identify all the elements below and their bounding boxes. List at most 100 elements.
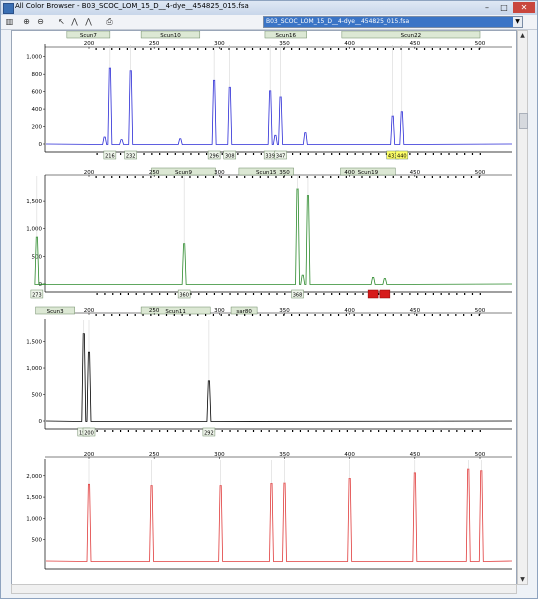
- bin-mark: [126, 176, 128, 178]
- x-tick-label: 350: [279, 308, 290, 314]
- bin-mark: [424, 293, 427, 295]
- electropherogram-plots: Scun7 Scun10 Scun16 Scun22 200 250 300 350 400 45…: [26, 30, 513, 570]
- bin-mark: [322, 48, 324, 50]
- bin-mark: [159, 293, 161, 295]
- minimize-icon[interactable]: –: [485, 3, 489, 12]
- vertical-scrollbar[interactable]: ▲ ▼: [517, 30, 528, 585]
- marker-box: [264, 30, 307, 39]
- bin-mark: [237, 430, 239, 432]
- bin-mark: [181, 176, 183, 178]
- bin-mark: [181, 314, 183, 316]
- bin-mark: [330, 48, 332, 50]
- scroll-down-icon[interactable]: ▼: [520, 576, 525, 583]
- bin-mark: [455, 48, 457, 50]
- bin-mark: [456, 293, 458, 295]
- bin-mark: [135, 293, 137, 295]
- bin-mark: [173, 176, 175, 178]
- bin-mark: [393, 430, 395, 432]
- chevron-down-icon[interactable]: ▼: [513, 17, 522, 27]
- bin-mark: [95, 48, 97, 50]
- panel-icon[interactable]: ▥: [5, 17, 14, 26]
- close-icon[interactable]: ✕: [513, 2, 535, 13]
- bin-mark: [337, 314, 340, 316]
- bin-mark: [159, 430, 161, 432]
- bin-mark: [151, 153, 153, 155]
- bin-mark: [471, 153, 474, 155]
- peak-icon[interactable]: ⋀: [71, 17, 78, 26]
- x-tick-label: 200: [84, 308, 95, 314]
- bin-mark: [423, 48, 426, 50]
- peak-label-box: [223, 150, 237, 160]
- bin-mark: [165, 314, 168, 316]
- y-tick-label: 500: [32, 538, 43, 544]
- bin-mark: [424, 430, 427, 432]
- bin-mark: [424, 153, 427, 155]
- marker-label: Scun16: [276, 33, 297, 39]
- bin-mark: [447, 314, 449, 316]
- bin-mark: [478, 176, 480, 178]
- bin-mark: [237, 293, 239, 295]
- peak-label-box: [124, 150, 137, 160]
- bin-mark: [268, 293, 270, 295]
- bin-mark: [103, 176, 105, 178]
- maximize-icon[interactable]: □: [500, 3, 508, 12]
- bin-mark: [354, 153, 356, 155]
- bin-mark: [323, 430, 325, 432]
- bin-mark: [369, 48, 371, 50]
- peak-label: 200: [84, 431, 94, 437]
- bin-mark: [197, 314, 199, 316]
- marker-label: sar80: [236, 309, 252, 315]
- bin-mark: [221, 430, 223, 432]
- bin-mark: [353, 176, 355, 178]
- peak-label-box: [207, 150, 221, 160]
- bin-mark: [118, 314, 121, 316]
- bin-mark: [182, 430, 184, 432]
- print-icon[interactable]: ⎙: [106, 17, 113, 26]
- x-tick-label: 400: [344, 308, 355, 314]
- marker-label: Scun7: [80, 33, 97, 39]
- bin-mark: [204, 314, 207, 316]
- label-peak-icon[interactable]: ⋀: [85, 17, 92, 26]
- bin-mark: [275, 314, 277, 316]
- marker-box: [238, 167, 294, 176]
- bin-mark: [456, 153, 458, 155]
- y-tick-label: 1,000: [26, 227, 42, 233]
- title-bar: All Color Browser - B03_SCOC_LOM_15_D__4…: [1, 1, 537, 15]
- bin-mark: [400, 176, 402, 178]
- file-select[interactable]: B03_SCOC_LOM_15_D__4-dye__454825_015.fsa…: [263, 16, 523, 28]
- bin-mark: [448, 430, 450, 432]
- horizontal-scrollbar[interactable]: [11, 584, 517, 594]
- bin-mark: [362, 430, 364, 432]
- scrollbar-thumb[interactable]: [519, 113, 528, 129]
- x-tick-label: 450: [410, 308, 421, 314]
- bin-mark: [440, 153, 442, 155]
- peak-label: 292: [204, 431, 214, 437]
- bin-mark: [103, 314, 105, 316]
- marker-box: [66, 30, 111, 39]
- bin-mark: [338, 430, 341, 432]
- bin-mark: [361, 48, 363, 50]
- bin-mark: [198, 153, 200, 155]
- bin-mark: [431, 48, 433, 50]
- bin-mark: [408, 176, 410, 178]
- x-tick-label: 450: [410, 452, 421, 458]
- peak-label-box: [103, 150, 117, 160]
- bin-mark: [126, 314, 128, 316]
- bin-mark: [95, 314, 97, 316]
- bin-mark: [252, 430, 255, 432]
- bin-mark: [479, 430, 481, 432]
- zoom-in-icon[interactable]: ⊕: [23, 17, 30, 26]
- bin-mark: [173, 314, 175, 316]
- bin-mark: [440, 430, 442, 432]
- flagged-peak-label: [379, 289, 391, 299]
- cursor-icon[interactable]: ↖: [58, 17, 65, 26]
- bin-mark: [150, 48, 152, 50]
- bin-mark: [96, 430, 98, 432]
- bin-mark: [432, 293, 434, 295]
- peak-label: 347: [276, 154, 286, 160]
- bin-mark: [220, 176, 222, 178]
- scroll-up-icon[interactable]: ▲: [520, 32, 525, 39]
- zoom-out-icon[interactable]: ⊖: [37, 17, 44, 26]
- x-tick-label: 250: [149, 41, 160, 47]
- x-tick-label: 500: [475, 41, 486, 47]
